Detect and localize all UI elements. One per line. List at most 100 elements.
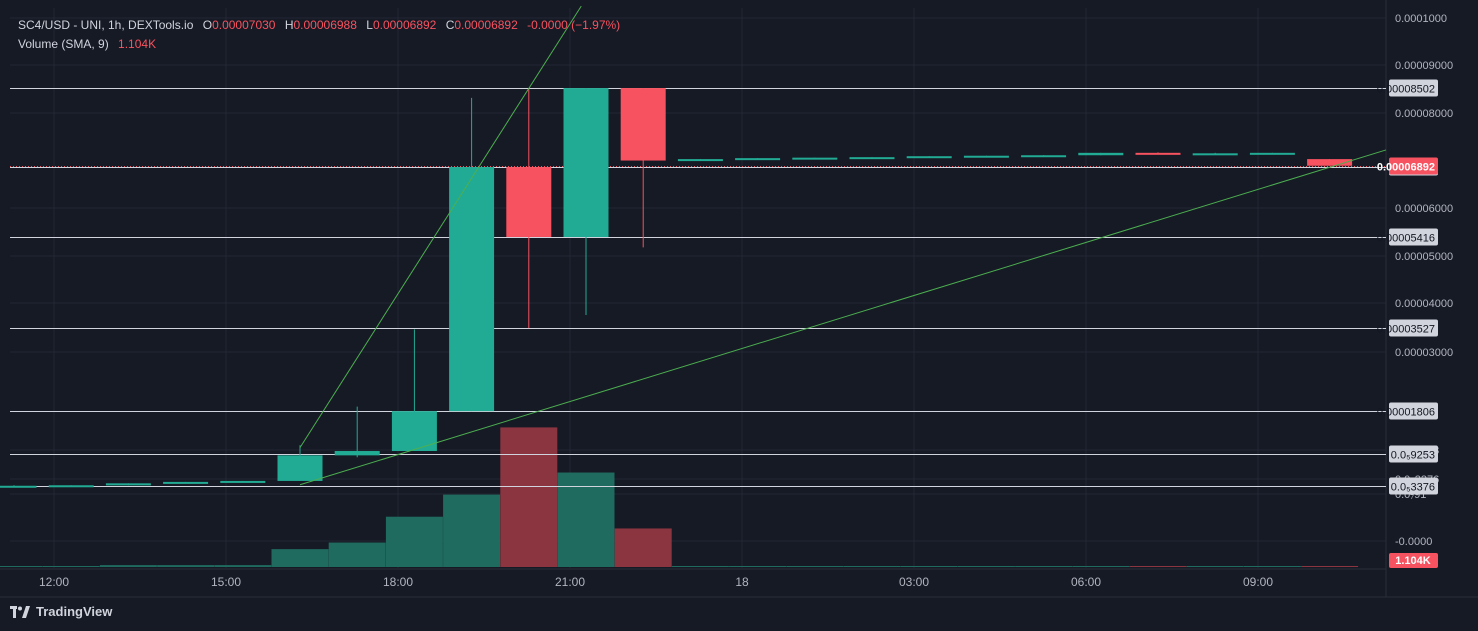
candle-body — [506, 167, 552, 237]
candle-body — [449, 167, 495, 412]
candle-body — [906, 156, 952, 159]
price-axis: 0.0001000 0.00009000 0.00008000 0.00006000 0… — [1377, 13, 1453, 568]
volume-bar — [214, 565, 272, 567]
candle-body — [735, 158, 781, 161]
y-tick-label: 0.00006000 — [1395, 203, 1453, 215]
candle-body — [163, 481, 209, 484]
candle-body — [1192, 153, 1238, 156]
y-tick-label: 0.00009000 — [1395, 60, 1453, 72]
x-tick-label: 21:00 — [555, 575, 585, 589]
volume-bar — [500, 427, 558, 567]
tradingview-logo-icon — [10, 605, 30, 618]
volume-axis-label: 1.104K — [1395, 555, 1431, 567]
candle-body — [563, 88, 609, 237]
hline-price-label-bg — [1389, 79, 1438, 97]
x-tick-label: 06:00 — [1071, 575, 1101, 589]
volume-bars — [0, 427, 1359, 567]
x-tick-label: 12:00 — [39, 575, 69, 589]
horizontal-lines — [10, 88, 1386, 487]
candles — [0, 88, 1353, 488]
y-tick-label: -0.0000 — [1395, 536, 1432, 548]
x-tick-label: 03:00 — [899, 575, 929, 589]
volume-bar — [957, 566, 1015, 567]
volume-bar — [99, 565, 157, 567]
grid — [0, 0, 1478, 598]
candle-body — [277, 455, 323, 481]
hline-price-label-bg — [1389, 445, 1438, 463]
trendline — [299, 149, 1387, 486]
volume-bar — [786, 566, 844, 567]
candle-body — [792, 157, 838, 160]
volume-bar — [557, 472, 615, 567]
volume-bar — [1129, 566, 1187, 567]
volume-bar — [328, 542, 386, 567]
legend-close-label: C — [445, 18, 455, 32]
y-tick-label: 0.00004000 — [1395, 298, 1453, 310]
tradingview-brand-label: TradingView — [36, 604, 113, 619]
volume-bar — [1072, 566, 1130, 567]
candle-body — [963, 155, 1009, 158]
hline-price-label-bg — [1389, 402, 1438, 420]
volume-bar — [157, 565, 215, 567]
x-tick-label: 09:00 — [1243, 575, 1273, 589]
legend-symbol: SC4/USD - UNI, 1h, DEXTools.io — [18, 18, 194, 32]
x-tick-label: 15:00 — [211, 575, 241, 589]
volume-bar — [843, 566, 901, 567]
legend-row-ohlc: SC4/USD - UNI, 1h, DEXTools.io O0.000070… — [18, 16, 620, 35]
volume-bar — [1015, 566, 1073, 567]
hline-price-label: 0.00005416 — [1377, 233, 1435, 245]
candle-body — [1249, 152, 1295, 155]
candle-body — [1135, 152, 1181, 155]
candle-body — [677, 159, 723, 162]
legend-row-volume: Volume (SMA, 9) 1.104K — [18, 35, 620, 54]
volume-bar — [671, 566, 729, 567]
hline-price-label: 0.00008502 — [1377, 84, 1435, 96]
volume-bar — [42, 566, 100, 567]
volume-bar — [271, 549, 329, 567]
trendline — [299, 5, 582, 448]
volume-bar — [729, 566, 787, 567]
volume-bar — [1186, 566, 1244, 567]
volume-bar — [614, 528, 672, 567]
hline-price-label-bg — [1389, 477, 1438, 495]
volume-bar — [900, 566, 958, 567]
hline-price-label-bg — [1389, 319, 1438, 337]
legend-open-value: 0.00007030 — [212, 18, 276, 32]
hline-price-label: 0.0₅9253 — [1391, 450, 1435, 462]
volume-bar — [0, 566, 43, 567]
chart-legend: SC4/USD - UNI, 1h, DEXTools.io O0.000070… — [18, 16, 620, 54]
candle-body — [105, 483, 151, 486]
y-tick-label: 0.00003000 — [1395, 347, 1453, 359]
candle-body — [220, 480, 266, 483]
candle-body — [1078, 152, 1124, 156]
legend-low-value: 0.00006892 — [372, 18, 437, 32]
legend-high-label: H — [284, 18, 294, 32]
last-price-label: 0.00006892 — [1377, 162, 1435, 174]
volume-bar — [1243, 566, 1301, 567]
y-tick-label: 0.00005000 — [1395, 251, 1453, 263]
legend-volume-label: Volume (SMA, 9) — [18, 37, 109, 51]
candle-body — [0, 485, 37, 488]
candle-body — [48, 485, 94, 488]
y-tick-label: 0.00008000 — [1395, 108, 1453, 120]
legend-change: -0.0000 (−1.97%) — [527, 18, 621, 32]
tradingview-brand[interactable]: TradingView — [10, 604, 112, 619]
x-tick-label: 18:00 — [383, 575, 413, 589]
hline-price-label: 0.00003527 — [1377, 324, 1435, 336]
candle-body — [849, 157, 895, 160]
candle-body — [1307, 159, 1353, 166]
legend-low-label: L — [366, 18, 373, 32]
candle-body — [1021, 155, 1067, 158]
trendlines — [299, 5, 1387, 486]
legend-volume-value: 1.104K — [118, 37, 157, 51]
volume-bar — [385, 516, 443, 567]
candle-body — [334, 451, 380, 456]
volume-bar — [1301, 566, 1359, 567]
hline-price-label: 0.00001806 — [1377, 407, 1435, 419]
last-price-label-bg — [1389, 157, 1438, 175]
legend-high-value: 0.00006988 — [293, 18, 357, 32]
x-tick-label: 18 — [735, 575, 749, 589]
hline-price-label: 0.0₅3376 — [1391, 482, 1435, 494]
legend-close-value: 0.00006892 — [454, 18, 518, 32]
